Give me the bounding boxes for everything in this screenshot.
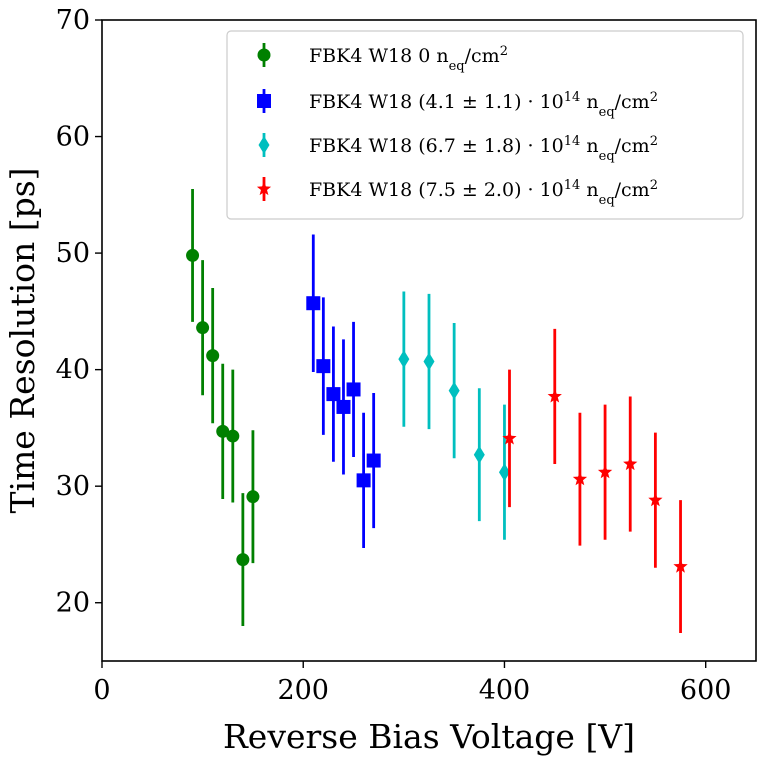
data-marks xyxy=(186,188,688,634)
y-tick-label: 40 xyxy=(56,355,90,386)
data-point xyxy=(216,424,230,438)
data-point xyxy=(448,381,460,400)
y-tick-label: 20 xyxy=(56,588,90,619)
legend-label-part: 2 xyxy=(500,44,508,59)
legend-label-part: (6.7 ± 1.8) · 10 xyxy=(418,135,564,157)
legend-label: FBK4 W18 (4.1 ± 1.1) · 1014 neq/cm2 xyxy=(309,90,658,120)
legend-marker xyxy=(257,94,271,108)
data-point xyxy=(502,430,517,445)
data-point xyxy=(336,399,351,414)
data-point xyxy=(316,359,331,374)
data-point xyxy=(356,473,371,488)
y-tick-label: 70 xyxy=(56,5,90,36)
legend-label-part: eq xyxy=(599,105,615,120)
legend-label-part: FBK4 W18 xyxy=(309,135,418,157)
legend-label-part: FBK4 W18 xyxy=(309,91,418,113)
legend-label-part: n xyxy=(586,91,598,113)
legend-marker xyxy=(257,48,271,62)
legend-marker xyxy=(258,136,270,154)
legend-label-part: n xyxy=(586,179,598,201)
y-tick-label: 60 xyxy=(56,122,90,153)
legend-label: FBK4 W18 (6.7 ± 1.8) · 1014 neq/cm2 xyxy=(309,134,658,164)
data-point xyxy=(326,387,341,402)
legend-label-part: 14 xyxy=(564,178,581,193)
legend-label-part: (4.1 ± 1.1) · 10 xyxy=(418,91,564,113)
data-point xyxy=(423,352,435,371)
series-diamond xyxy=(398,291,510,540)
legend-label-part: eq xyxy=(599,193,615,208)
y-tick-label: 30 xyxy=(56,471,90,502)
x-tick-label: 400 xyxy=(479,675,531,706)
legend-label-part: /cm xyxy=(465,45,500,67)
legend-label-part: /cm xyxy=(615,91,650,113)
legend-label-part: /cm xyxy=(615,135,650,157)
legend-label-part: 2 xyxy=(650,178,658,193)
x-tick-label: 600 xyxy=(680,675,732,706)
legend-label-part: 0 xyxy=(418,45,430,67)
data-point xyxy=(572,471,588,486)
x-axis-label: Reverse Bias Voltage [V] xyxy=(223,717,635,756)
series-square xyxy=(306,234,381,548)
legend-box xyxy=(226,30,744,220)
y-tick-label: 50 xyxy=(56,238,90,269)
legend-label-part: (7.5 ± 2.0) · 10 xyxy=(418,179,564,201)
data-point xyxy=(236,553,250,567)
data-point xyxy=(673,559,688,573)
series-circle xyxy=(186,188,260,627)
legend-label: FBK4 W18 0 neq/cm2 xyxy=(309,44,508,74)
legend-label-part: FBK4 W18 xyxy=(309,179,418,201)
legend-label-part: 2 xyxy=(650,134,658,149)
legend-label: FBK4 W18 (7.5 ± 2.0) · 1014 neq/cm2 xyxy=(309,178,658,208)
data-point xyxy=(196,321,210,335)
x-tick-label: 200 xyxy=(277,675,329,706)
legend-label-part: n xyxy=(586,135,598,157)
data-point xyxy=(346,382,361,397)
data-point xyxy=(398,350,410,369)
legend-label-part: 14 xyxy=(564,134,581,149)
x-tick-label: 0 xyxy=(93,675,110,706)
data-point xyxy=(206,349,220,363)
data-point xyxy=(366,453,381,468)
data-point xyxy=(473,445,485,464)
data-point xyxy=(498,463,510,482)
legend-marker xyxy=(256,181,272,196)
data-point xyxy=(226,429,240,443)
data-point xyxy=(306,296,321,311)
legend-label-part: 2 xyxy=(650,90,658,105)
legend-label-part: /cm xyxy=(615,179,650,201)
plot-frame xyxy=(101,19,757,662)
data-point xyxy=(547,388,562,403)
legend-label-part: eq xyxy=(449,59,465,74)
legend-label-part: FBK4 W18 xyxy=(309,45,418,67)
legend-label-part: eq xyxy=(599,149,615,164)
data-point xyxy=(246,490,260,504)
legend-label-part: 14 xyxy=(564,90,581,105)
data-point xyxy=(597,464,613,479)
y-axis-label: Time Resolution [ps] xyxy=(3,167,42,513)
data-point xyxy=(648,492,663,507)
series-star xyxy=(502,328,688,634)
legend-label-part: n xyxy=(436,45,448,67)
data-point xyxy=(186,248,200,262)
data-point xyxy=(623,456,638,471)
